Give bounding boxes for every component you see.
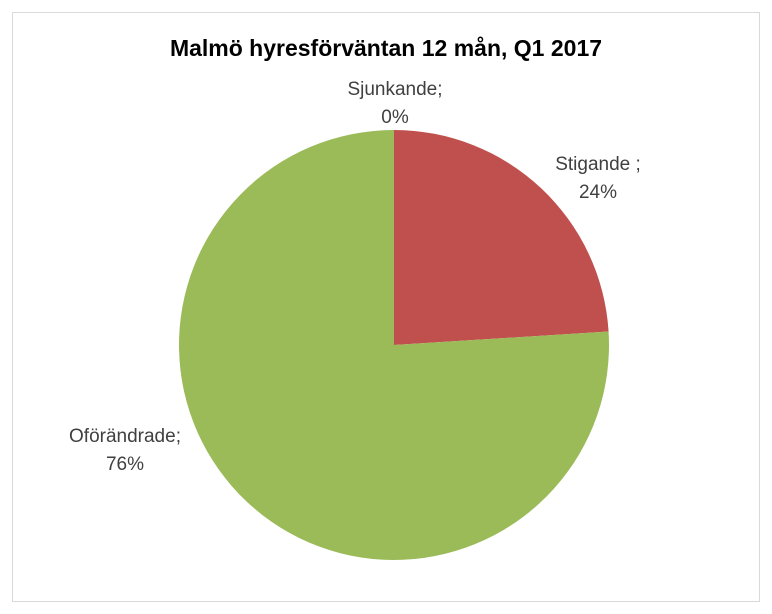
slice-category-label: Stigande ; [555, 154, 641, 175]
slice-category-label: Oförändrade; [69, 426, 181, 447]
slice-value-label: 24% [579, 182, 617, 203]
chart-title: Malmö hyresförväntan 12 mån, Q1 2017 [170, 35, 602, 61]
pie-slice [394, 130, 609, 345]
slice-value-label: 76% [106, 454, 144, 475]
slice-category-label: Sjunkande; [347, 79, 442, 100]
slice-value-label: 0% [381, 107, 409, 128]
pie-slice [179, 130, 610, 560]
